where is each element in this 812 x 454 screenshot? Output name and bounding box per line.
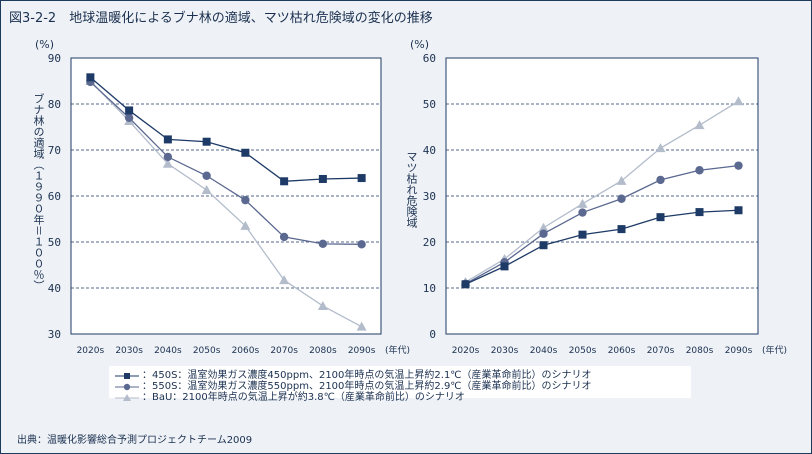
x-tick-label: 2040s — [154, 346, 182, 356]
y-tick-label: 30 — [423, 190, 436, 203]
data-point-BaU — [538, 222, 549, 232]
series-line-550S — [89, 81, 362, 245]
data-point-450S — [500, 262, 509, 271]
data-point-550S — [578, 208, 587, 217]
y-tick-label: 90 — [48, 52, 61, 65]
legend-item-450s: ：450S：温室効果ガス濃度450ppm、2100年時点の気温上昇約2.1℃（産… — [109, 370, 691, 381]
data-point-BaU — [577, 198, 588, 208]
y-tick-label: 30 — [48, 328, 61, 341]
x-tick-label: 2060s — [608, 346, 636, 356]
data-point-450S — [656, 213, 665, 222]
y-tick-label: 0 — [429, 328, 436, 341]
source-note: 出典：温暖化影響総合予測プロジェクトチーム2009 — [17, 435, 253, 446]
data-point-550S — [318, 239, 328, 249]
circle-marker-icon — [115, 383, 139, 390]
series-line-BaU — [89, 80, 362, 328]
data-point-450S — [539, 241, 548, 250]
x-tick-label: 2020s — [452, 346, 480, 356]
data-point-450S — [617, 225, 626, 234]
legend: ：450S：温室効果ガス濃度450ppm、2100年時点の気温上昇約2.1℃（産… — [109, 366, 691, 403]
y-unit-label: (%) — [35, 38, 54, 51]
y-tick-label: 40 — [48, 282, 61, 295]
figure-title: 図3-2-2 地球温暖化によるブナ林の適域、マツ枯れ危険域の変化の推移 — [9, 11, 433, 26]
data-point-450S — [357, 174, 366, 183]
series-line-450S — [89, 76, 362, 182]
data-point-450S — [578, 230, 587, 239]
data-point-450S — [318, 174, 327, 183]
y-tick-label: 50 — [423, 98, 436, 111]
data-point-450S — [86, 73, 95, 82]
x-tick-label: 2060s — [232, 346, 260, 356]
x-tick-label: 2050s — [193, 346, 221, 356]
legend-text: ：450S：温室効果ガス濃度450ppm、2100年時点の気温上昇約2.1℃（産… — [142, 370, 592, 381]
data-point-BaU — [317, 300, 328, 310]
legend-item-bau: ：BaU：2100年時点の気温上昇が約3.8℃（産業革命前比）のシナリオ — [109, 392, 691, 403]
square-marker-icon — [115, 372, 139, 379]
data-point-BaU — [733, 96, 744, 106]
x-tick-label: 2080s — [686, 346, 714, 356]
x-tick-label: 2040s — [530, 346, 558, 356]
data-point-BaU — [162, 158, 173, 168]
x-unit-label: (年代) — [762, 344, 787, 356]
series-line-450S — [465, 209, 739, 285]
series-line-550S — [465, 164, 739, 285]
data-point-450S — [241, 148, 250, 157]
data-point-550S — [124, 113, 134, 123]
right-y-axis-label: マツ枯れ危険域 — [405, 151, 418, 228]
data-point-BaU — [240, 220, 251, 230]
left-y-axis-label: ブナ林の適域（１９９０年＝１００％） — [32, 93, 45, 291]
x-tick-label: 2070s — [270, 346, 298, 356]
data-point-450S — [202, 137, 211, 146]
series-line-BaU — [465, 100, 739, 283]
data-point-550S — [539, 229, 548, 238]
y-tick-label: 60 — [48, 190, 61, 203]
x-tick-label: 2080s — [309, 346, 337, 356]
data-point-BaU — [694, 120, 705, 130]
data-point-450S — [695, 208, 704, 217]
data-point-450S — [280, 177, 289, 186]
data-point-BaU — [201, 185, 212, 195]
data-point-450S — [734, 206, 743, 215]
y-unit-label: (%) — [410, 38, 429, 51]
data-point-BaU — [655, 143, 666, 153]
x-unit-label: (年代) — [385, 344, 410, 356]
data-point-550S — [357, 240, 366, 249]
data-point-450S — [461, 280, 470, 289]
triangle-marker-icon — [115, 393, 139, 401]
legend-text: ：550S：温室効果ガス濃度550ppm、2100年時点の気温上昇約2.9℃（産… — [142, 381, 592, 392]
data-point-BaU — [356, 321, 367, 331]
legend-item-550s: ：550S：温室効果ガス濃度550ppm、2100年時点の気温上昇約2.9℃（産… — [109, 381, 691, 392]
data-point-550S — [279, 232, 289, 242]
data-point-BaU — [616, 175, 627, 185]
x-tick-label: 2090s — [725, 346, 753, 356]
y-tick-label: 20 — [423, 236, 436, 249]
data-point-550S — [241, 195, 250, 205]
data-point-550S — [734, 161, 743, 170]
data-point-550S — [656, 175, 665, 185]
x-tick-label: 2030s — [115, 346, 143, 356]
y-tick-label: 70 — [48, 144, 61, 157]
x-tick-label: 2090s — [348, 346, 376, 356]
x-tick-label: 2020s — [77, 346, 105, 356]
y-tick-label: 60 — [423, 52, 436, 65]
legend-text: ：BaU：2100年時点の気温上昇が約3.8℃（産業革命前比）のシナリオ — [142, 392, 465, 403]
data-point-550S — [617, 194, 626, 203]
y-tick-label: 10 — [423, 282, 436, 295]
y-tick-label: 80 — [48, 98, 61, 111]
data-point-450S — [163, 135, 172, 144]
y-tick-label: 50 — [48, 236, 61, 249]
y-tick-label: 40 — [423, 144, 436, 157]
x-tick-label: 2070s — [647, 346, 675, 356]
data-point-450S — [125, 106, 134, 115]
x-tick-label: 2030s — [491, 346, 519, 356]
data-point-550S — [695, 166, 704, 175]
data-point-BaU — [279, 275, 290, 285]
data-point-550S — [202, 171, 211, 180]
data-point-550S — [163, 152, 173, 162]
x-tick-label: 2050s — [569, 346, 597, 356]
